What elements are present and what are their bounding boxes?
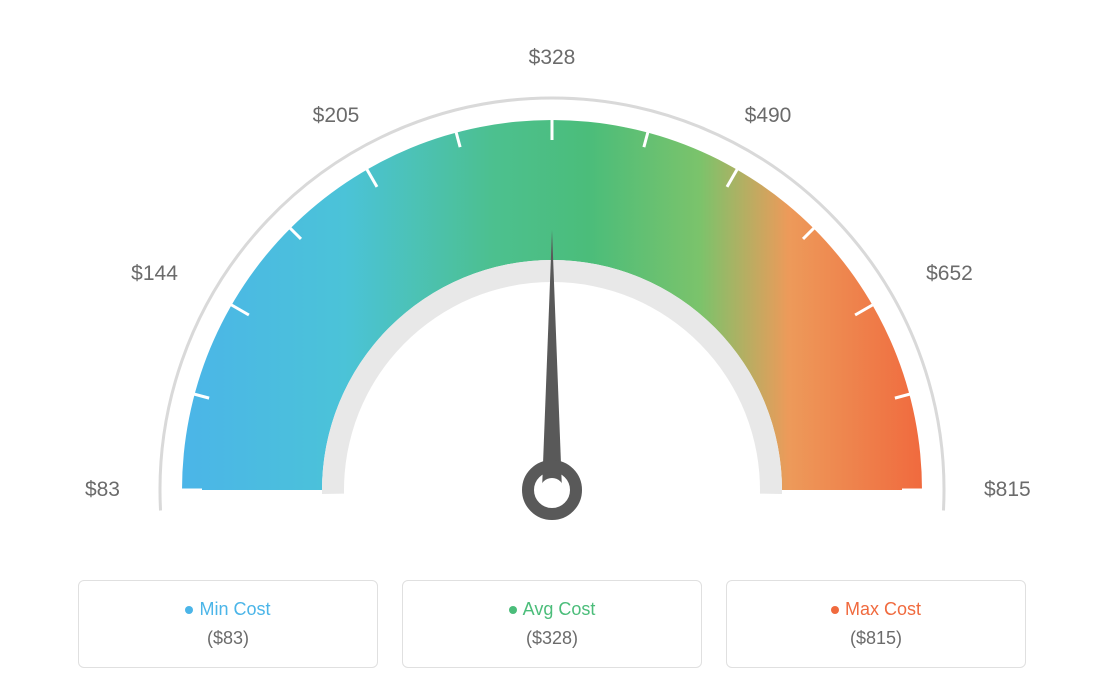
legend-row: Min Cost ($83) Avg Cost ($328) Max Cost … [20, 580, 1084, 668]
svg-text:$490: $490 [745, 104, 792, 127]
dot-icon [185, 606, 193, 614]
svg-text:$205: $205 [313, 104, 360, 127]
gauge-svg: $83 $144 $205 $328 $490 $652 $815 [42, 20, 1062, 560]
svg-text:$144: $144 [131, 262, 178, 285]
legend-card-avg: Avg Cost ($328) [402, 580, 702, 668]
svg-text:$652: $652 [926, 262, 973, 285]
legend-title-max: Max Cost [737, 599, 1015, 620]
legend-card-max: Max Cost ($815) [726, 580, 1026, 668]
legend-value-max: ($815) [737, 628, 1015, 649]
legend-label-max: Max Cost [845, 599, 921, 619]
svg-text:$328: $328 [529, 46, 576, 69]
legend-label-min: Min Cost [199, 599, 270, 619]
legend-value-min: ($83) [89, 628, 367, 649]
legend-card-min: Min Cost ($83) [78, 580, 378, 668]
legend-label-avg: Avg Cost [523, 599, 596, 619]
legend-title-avg: Avg Cost [413, 599, 691, 620]
dot-icon [831, 606, 839, 614]
legend-value-avg: ($328) [413, 628, 691, 649]
dot-icon [509, 606, 517, 614]
legend-title-min: Min Cost [89, 599, 367, 620]
svg-text:$83: $83 [85, 478, 120, 501]
svg-text:$815: $815 [984, 478, 1031, 501]
gauge-chart: $83 $144 $205 $328 $490 $652 $815 [20, 20, 1084, 560]
